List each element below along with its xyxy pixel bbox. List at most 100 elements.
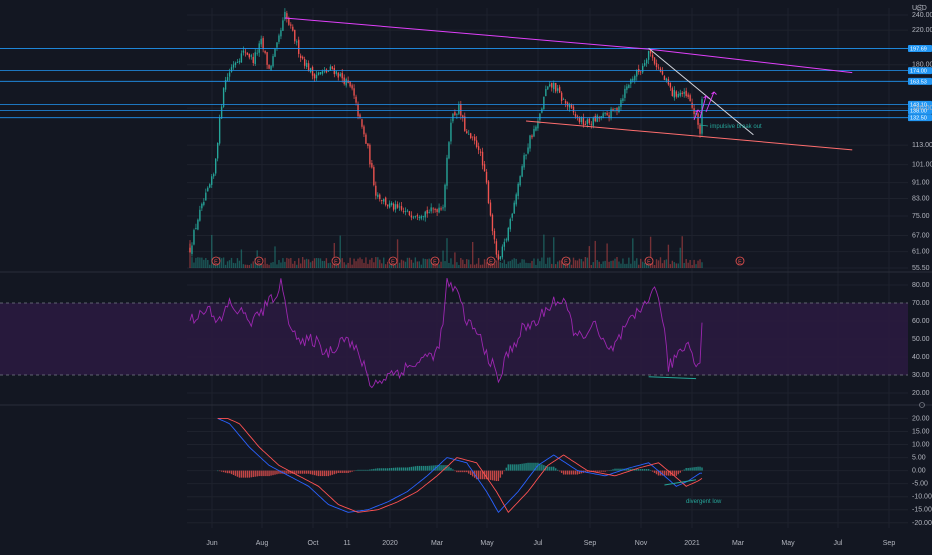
candle <box>201 202 203 212</box>
candle <box>511 212 513 222</box>
candle <box>392 202 395 212</box>
volume-bar <box>555 264 557 268</box>
volume-bar <box>511 259 513 268</box>
candle <box>468 129 470 135</box>
volume-bar <box>689 259 691 268</box>
volume-bar <box>359 257 361 268</box>
candle <box>699 123 701 138</box>
macd-histogram-bar <box>647 469 650 471</box>
macd-histogram-bar <box>347 470 349 473</box>
macd-histogram-bar <box>224 470 227 473</box>
candle <box>487 179 490 205</box>
svg-text:E: E <box>334 260 338 266</box>
volume-bar <box>576 260 579 268</box>
candle <box>361 118 363 129</box>
candle <box>400 201 403 212</box>
macd-histogram-bar <box>521 463 523 471</box>
candle <box>375 181 377 200</box>
candle <box>270 65 272 71</box>
candle <box>311 65 314 80</box>
volume-bar <box>663 260 666 268</box>
earnings-marker[interactable]: E <box>331 256 341 266</box>
volume-bar <box>418 261 421 268</box>
rsi-divergence-line[interactable] <box>648 376 697 380</box>
breakout-arrow[interactable] <box>693 109 701 121</box>
macd-histogram-bar <box>531 462 533 471</box>
macd-divergence-line[interactable] <box>664 479 697 486</box>
macd-histogram-bar <box>232 470 235 475</box>
macd-histogram-bar <box>580 470 583 474</box>
breakout-arrow[interactable] <box>699 95 709 119</box>
earnings-marker[interactable]: E <box>211 256 221 266</box>
volume-bar <box>319 258 322 268</box>
volume-bar <box>675 263 677 268</box>
candle <box>402 207 405 214</box>
volume-bar <box>280 262 282 268</box>
volume-bar <box>189 240 191 268</box>
volume-bar <box>610 260 612 268</box>
breakout-arrow[interactable] <box>705 91 717 113</box>
macd-histogram-bar <box>355 470 357 471</box>
volume-bar <box>566 263 569 268</box>
candle <box>296 39 298 46</box>
panel-settings-icon[interactable] <box>919 402 925 408</box>
volume-bar <box>315 257 318 268</box>
price-tag: 163.53 <box>908 77 932 85</box>
toolbar-layer[interactable] <box>916 4 925 408</box>
candle <box>610 106 612 121</box>
volume-bar <box>531 260 533 268</box>
candle <box>298 36 300 58</box>
trendline-descending-resistance[interactable] <box>284 17 853 74</box>
chart-settings-icon[interactable] <box>916 4 924 12</box>
candle <box>493 228 496 244</box>
macd-histogram-bar <box>278 470 280 474</box>
currency-label: USD <box>912 5 927 12</box>
candle <box>497 250 500 261</box>
volume-bar <box>226 261 229 268</box>
svg-text:143.10: 143.10 <box>910 102 927 108</box>
candle <box>343 74 345 86</box>
svg-text:E: E <box>738 260 742 266</box>
earnings-marker[interactable]: E <box>735 256 745 266</box>
earnings-marker[interactable]: E <box>644 256 654 266</box>
volume-bar <box>292 263 294 268</box>
macd-histogram-bar <box>274 470 276 475</box>
rsi-line <box>189 277 703 389</box>
macd-histogram-bar <box>369 469 371 471</box>
volume-bar <box>191 257 193 268</box>
candle <box>264 50 266 55</box>
candle <box>665 77 668 83</box>
macd-histogram-bar <box>404 467 407 471</box>
macd-histogram-bar <box>386 468 389 471</box>
candle <box>282 17 284 31</box>
candle <box>266 51 268 69</box>
candle <box>560 91 563 105</box>
volume-bar <box>238 260 241 268</box>
volume-bar <box>321 260 324 268</box>
candle <box>319 72 322 76</box>
volume-bar <box>205 257 207 268</box>
candle <box>446 154 448 190</box>
earnings-marker[interactable]: E <box>388 256 398 266</box>
macd-histogram-bar <box>319 470 322 477</box>
volume-bar <box>361 259 363 268</box>
earnings-marker[interactable]: E <box>561 256 571 266</box>
macd-histogram-bar <box>298 470 300 474</box>
macd-histogram-bar <box>323 470 326 477</box>
earnings-marker[interactable]: E <box>430 256 440 266</box>
volume-bar <box>339 235 341 268</box>
macd-histogram-bar <box>687 468 689 471</box>
volume-bar <box>622 258 624 268</box>
trendline-lower-channel[interactable] <box>526 120 853 151</box>
volume-bar <box>460 258 462 268</box>
trendline-local-downtrend[interactable] <box>648 47 754 136</box>
macd-histogram-bar <box>479 470 482 480</box>
macd-histogram-bar <box>677 470 679 475</box>
volume-bar <box>343 262 345 268</box>
earnings-marker[interactable]: E <box>254 256 264 266</box>
candle <box>470 132 472 140</box>
earnings-marker[interactable]: E <box>486 256 496 266</box>
volume-bar <box>454 252 456 268</box>
